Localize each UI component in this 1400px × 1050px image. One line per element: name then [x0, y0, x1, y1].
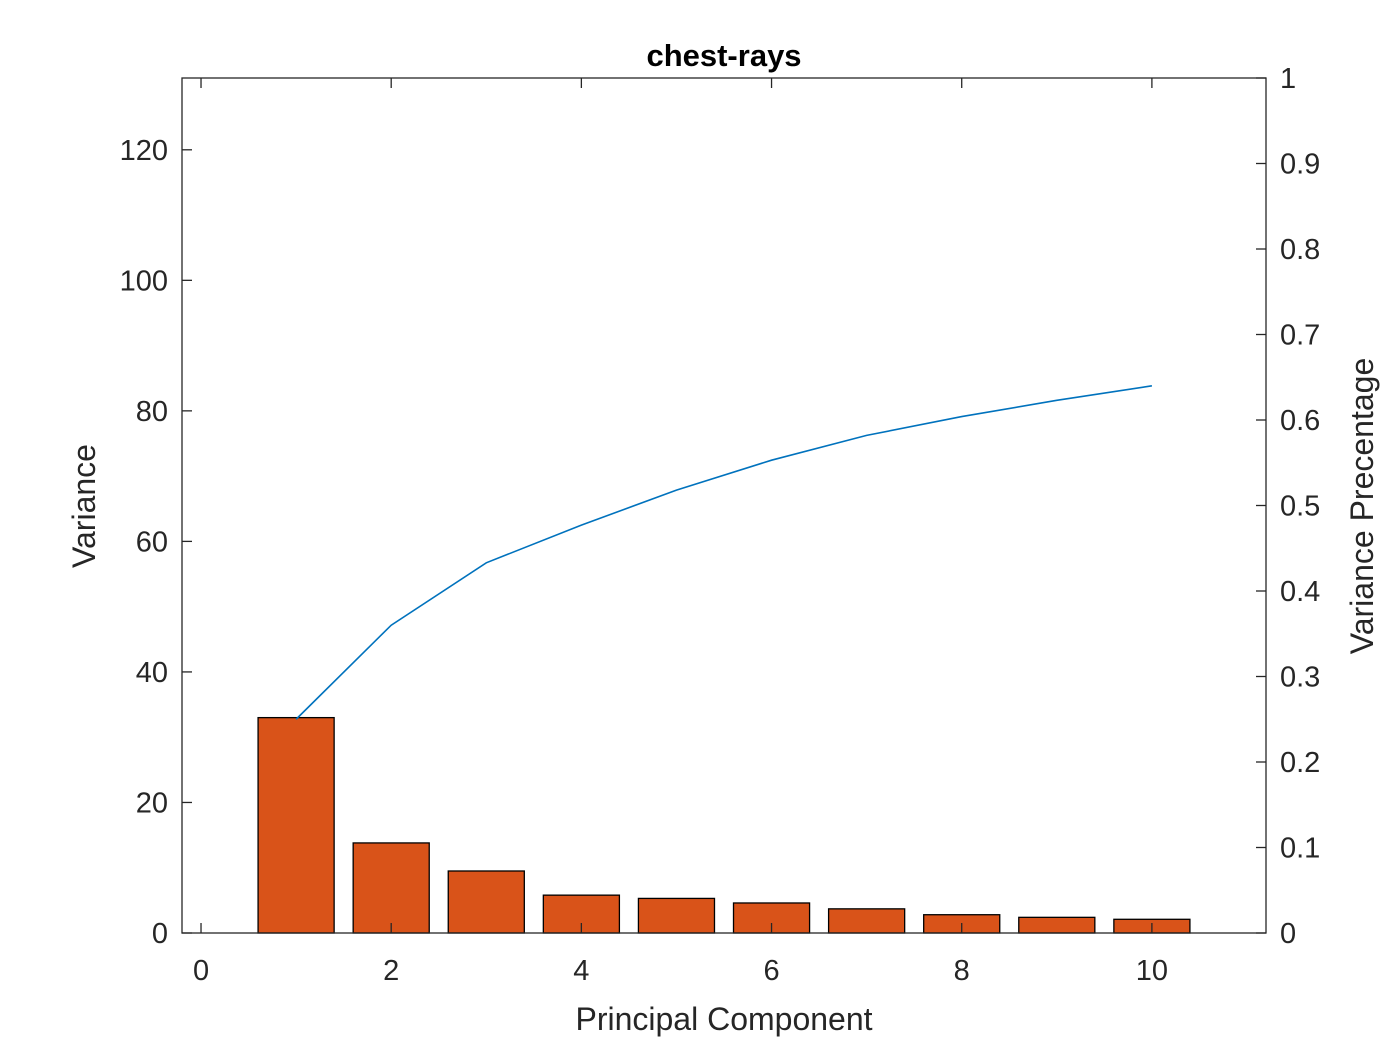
bar-9 [1018, 916, 1096, 934]
x-tick-label-6: 6 [763, 955, 779, 987]
x-tick-label-10: 10 [1136, 955, 1168, 987]
y-tick-label-60: 60 [136, 526, 168, 558]
y-right-tick-label-0: 0 [1280, 918, 1296, 950]
bar-7 [827, 908, 906, 934]
y-tick-label-80: 80 [136, 396, 168, 428]
y-right-tick-label-0.2: 0.2 [1280, 747, 1320, 779]
y-right-tick-label-0.3: 0.3 [1280, 662, 1320, 694]
bar-2 [352, 842, 430, 934]
cumulative-variance-line [295, 385, 1153, 720]
x-tick-label-0: 0 [193, 955, 209, 987]
y-axis-label-right: Variance Precentage [1344, 358, 1380, 654]
y-tick-label-100: 100 [120, 265, 168, 297]
y-right-tick-label-0.9: 0.9 [1280, 149, 1320, 181]
x-tick-label-8: 8 [954, 955, 970, 987]
y-axis-label: Variance [66, 444, 102, 568]
y-right-tick-label-0.8: 0.8 [1280, 234, 1320, 266]
y-tick-label-20: 20 [136, 787, 168, 819]
x-tick-label-2: 2 [383, 955, 399, 987]
plot-background [182, 78, 1266, 933]
x-axis-label: Principal Component [575, 1001, 872, 1037]
x-tick-label-4: 4 [573, 955, 589, 987]
bar-1 [257, 716, 335, 934]
bar-5 [637, 897, 716, 934]
y-right-tick-label-0.1: 0.1 [1280, 833, 1320, 865]
y-right-tick-label-0.6: 0.6 [1280, 405, 1320, 437]
y-right-tick-label-0.5: 0.5 [1280, 491, 1320, 523]
chart-title: chest-rays [646, 38, 801, 73]
y-right-tick-label-0.7: 0.7 [1280, 320, 1320, 352]
y-right-tick-label-0.4: 0.4 [1280, 576, 1320, 608]
y-tick-label-120: 120 [120, 135, 168, 167]
bar-3 [447, 870, 525, 934]
bar-group [257, 716, 1191, 934]
y-tick-label-40: 40 [136, 657, 168, 689]
y-right-tick-label-1: 1 [1280, 63, 1296, 95]
tick-group: 0 2 4 6 8 1002040608010012000.10.20.30.40.50.… [120, 63, 1321, 987]
y-tick-label-0: 0 [152, 918, 168, 950]
